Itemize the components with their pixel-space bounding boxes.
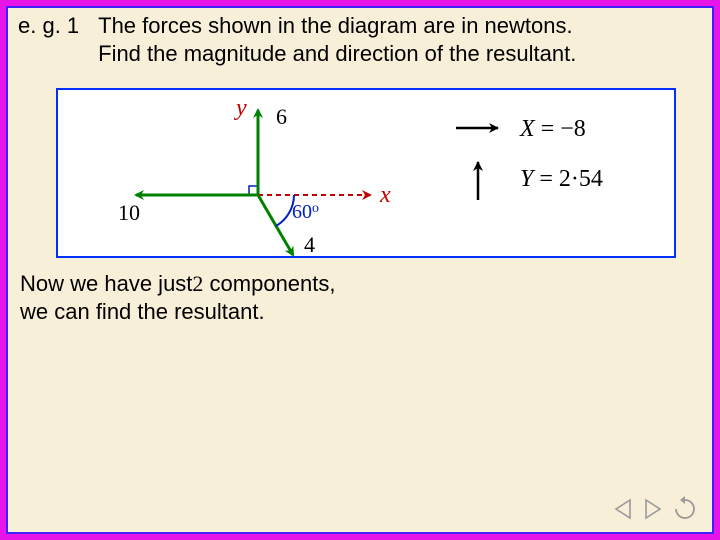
- slide-outer: e. g. 1 The forces shown in the diagram …: [0, 0, 720, 540]
- prompt-line1: The forces shown in the diagram are in n…: [98, 13, 572, 38]
- followup-two: 2: [192, 271, 203, 296]
- result-x-text: X = −8: [519, 116, 586, 142]
- followup-line2: we can find the resultant.: [20, 299, 265, 324]
- nav-restart-icon[interactable]: [672, 496, 698, 522]
- nav-controls: [612, 496, 698, 522]
- x-axis-label: x: [379, 182, 391, 208]
- force-left-value: 10: [118, 200, 140, 225]
- y-axis-label: y: [234, 95, 247, 121]
- nav-next-icon[interactable]: [642, 498, 664, 520]
- prompt-text: The forces shown in the diagram are in n…: [98, 12, 698, 67]
- result-y-text: Y = 2·54: [520, 166, 603, 192]
- force-angled-4: [258, 195, 293, 255]
- force-angled-value: 4: [304, 232, 315, 257]
- diagram-svg: y 6 x 10 60o 4 X = −8 Y = 2·54: [58, 90, 678, 260]
- diagram-box: y 6 x 10 60o 4 X = −8 Y = 2·54: [56, 88, 676, 258]
- example-label: e. g. 1: [18, 12, 92, 40]
- force-up-value: 6: [276, 104, 287, 129]
- prompt-line2: Find the magnitude and direction of the …: [98, 41, 576, 66]
- followup-line1b: components,: [203, 271, 335, 296]
- prompt-block: e. g. 1 The forces shown in the diagram …: [18, 12, 708, 67]
- followup-line1a: Now we have just: [20, 271, 192, 296]
- angle-label: 60o: [292, 201, 319, 223]
- nav-prev-icon[interactable]: [612, 498, 634, 520]
- slide-inner: e. g. 1 The forces shown in the diagram …: [6, 6, 714, 534]
- followup-text: Now we have just2 components, we can fin…: [20, 270, 440, 325]
